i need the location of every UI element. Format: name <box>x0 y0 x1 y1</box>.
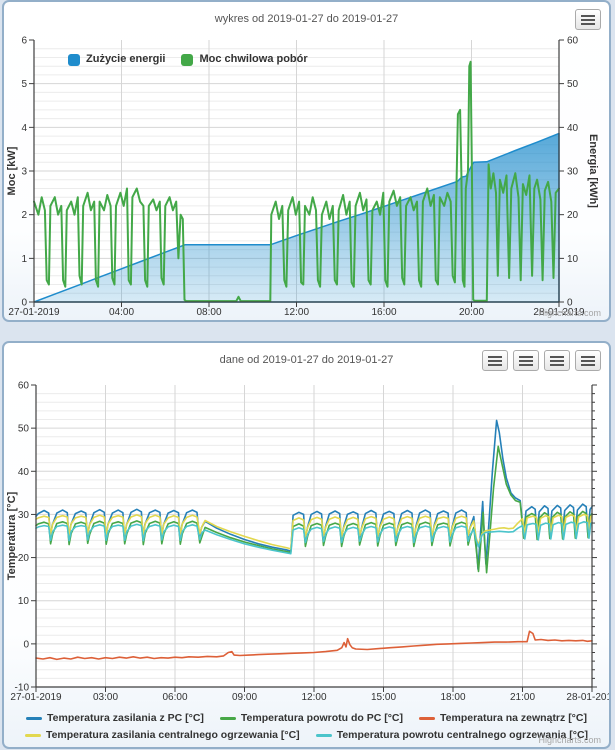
svg-text:10: 10 <box>567 254 579 265</box>
svg-text:Temperatura [°C]: Temperatura [°C] <box>6 491 18 580</box>
svg-text:27-01-2019: 27-01-2019 <box>8 307 60 318</box>
legend-item[interactable]: Zużycie energii <box>68 52 165 67</box>
hamburger-icon <box>488 355 502 366</box>
svg-text:18:00: 18:00 <box>440 692 465 703</box>
legend-label: Temperatura powrotu do PC [°C] <box>240 712 404 724</box>
chart-menu-button-row <box>482 350 601 371</box>
legend-label: Temperatura zasilania z PC [°C] <box>47 712 204 724</box>
legend-label: Moc chwilowa pobór <box>199 53 308 65</box>
svg-text:20: 20 <box>18 553 30 564</box>
chart-context-menu-button[interactable] <box>575 9 601 30</box>
svg-text:2: 2 <box>21 210 27 221</box>
energy-chart-panel: wykres od 2019-01-27 do 2019-01-27 0 1 2 3 4… <box>2 0 611 322</box>
legend-label: Temperatura na zewnątrz [°C] <box>440 712 587 724</box>
energy-chart-legend: Zużycie energii Moc chwilowa pobór <box>68 52 308 67</box>
chart-menu-button-2[interactable] <box>513 350 539 371</box>
svg-text:03:00: 03:00 <box>93 692 118 703</box>
svg-text:0: 0 <box>567 298 573 309</box>
hamburger-icon <box>550 355 564 366</box>
svg-text:28-01-2019: 28-01-2019 <box>533 307 585 318</box>
legend-label: Zużycie energii <box>86 53 166 65</box>
svg-text:5: 5 <box>21 79 27 90</box>
svg-text:06:00: 06:00 <box>162 692 187 703</box>
temperature-chart-legend: Temperatura zasilania z PC [°C] Temperatu… <box>4 711 609 743</box>
svg-text:-10: -10 <box>15 683 30 694</box>
svg-text:09:00: 09:00 <box>232 692 257 703</box>
svg-text:Energia [kWh]: Energia [kWh] <box>587 134 599 208</box>
svg-text:28-01-2019: 28-01-2019 <box>566 692 611 703</box>
legend-row: Zużycie energii Moc chwilowa pobór <box>68 52 308 67</box>
legend-marker-icon <box>68 53 80 66</box>
temperature-chart-title: dane od 2019-01-27 do 2019-01-27 <box>219 354 394 366</box>
legend-marker-icon <box>315 734 332 737</box>
svg-text:12:00: 12:00 <box>301 692 326 703</box>
chart-menu-button-3[interactable] <box>544 350 570 371</box>
legend-marker-icon <box>219 717 236 720</box>
highcharts-credit[interactable]: Highcharts.com <box>538 735 601 745</box>
svg-text:20: 20 <box>567 210 579 221</box>
svg-text:15:00: 15:00 <box>371 692 396 703</box>
legend-marker-icon <box>26 717 43 720</box>
svg-text:50: 50 <box>567 79 579 90</box>
svg-text:16:00: 16:00 <box>371 307 396 318</box>
highcharts-credit[interactable]: Highcharts.com <box>538 308 601 318</box>
hamburger-icon <box>519 355 533 366</box>
chart-menu-button-4[interactable] <box>575 350 601 371</box>
svg-text:60: 60 <box>18 381 30 392</box>
svg-text:21:00: 21:00 <box>510 692 535 703</box>
svg-text:40: 40 <box>18 467 30 478</box>
svg-text:6: 6 <box>21 36 27 47</box>
svg-text:12:00: 12:00 <box>284 307 309 318</box>
svg-text:40: 40 <box>567 123 579 134</box>
legend-item[interactable]: Moc chwilowa pobór <box>181 52 308 67</box>
svg-text:60: 60 <box>567 36 579 47</box>
svg-text:04:00: 04:00 <box>109 307 134 318</box>
legend-marker-icon <box>24 734 41 737</box>
svg-text:1: 1 <box>21 254 27 265</box>
svg-text:4: 4 <box>21 123 27 134</box>
legend-item[interactable]: Temperatura powrotu centralnego ogrzewan… <box>315 728 589 743</box>
energy-chart-title: wykres od 2019-01-27 do 2019-01-27 <box>214 13 399 25</box>
hamburger-icon <box>581 355 595 366</box>
hamburger-icon <box>581 14 595 25</box>
chart-menu-button-1[interactable] <box>482 350 508 371</box>
svg-text:50: 50 <box>18 424 30 435</box>
legend-label: Temperatura zasilania centralnego ogrzew… <box>45 729 300 741</box>
svg-text:3: 3 <box>21 167 27 178</box>
svg-text:10: 10 <box>18 596 30 607</box>
legend-item[interactable]: Temperatura zasilania z PC [°C] <box>26 711 204 726</box>
svg-text:27-01-2019: 27-01-2019 <box>10 692 62 703</box>
legend-row: Temperatura zasilania centralnego ogrzew… <box>24 728 589 743</box>
svg-text:Moc [kW]: Moc [kW] <box>6 146 18 195</box>
legend-item[interactable]: Temperatura zasilania centralnego ogrzew… <box>24 728 300 743</box>
legend-label: Temperatura powrotu centralnego ogrzewan… <box>336 729 589 741</box>
legend-row: Temperatura zasilania z PC [°C] Temperatu… <box>26 711 587 726</box>
legend-item[interactable]: Temperatura powrotu do PC [°C] <box>219 711 404 726</box>
svg-text:0: 0 <box>21 298 27 309</box>
svg-text:20:00: 20:00 <box>459 307 484 318</box>
legend-marker-icon <box>419 717 436 720</box>
svg-text:0: 0 <box>23 639 29 650</box>
legend-marker-icon <box>181 53 194 66</box>
temperature-chart-plot: -10 0 10 20 30 40 50 60 27-01-2019 03:00 06:00 09:0… <box>6 381 611 704</box>
svg-text:08:00: 08:00 <box>196 307 221 318</box>
temperature-chart-panel: dane od 2019-01-27 do 2019-01-27 -10 0 10 2… <box>2 341 611 749</box>
svg-text:30: 30 <box>567 167 579 178</box>
legend-item[interactable]: Temperatura na zewnątrz [°C] <box>419 711 587 726</box>
svg-text:30: 30 <box>18 510 30 521</box>
